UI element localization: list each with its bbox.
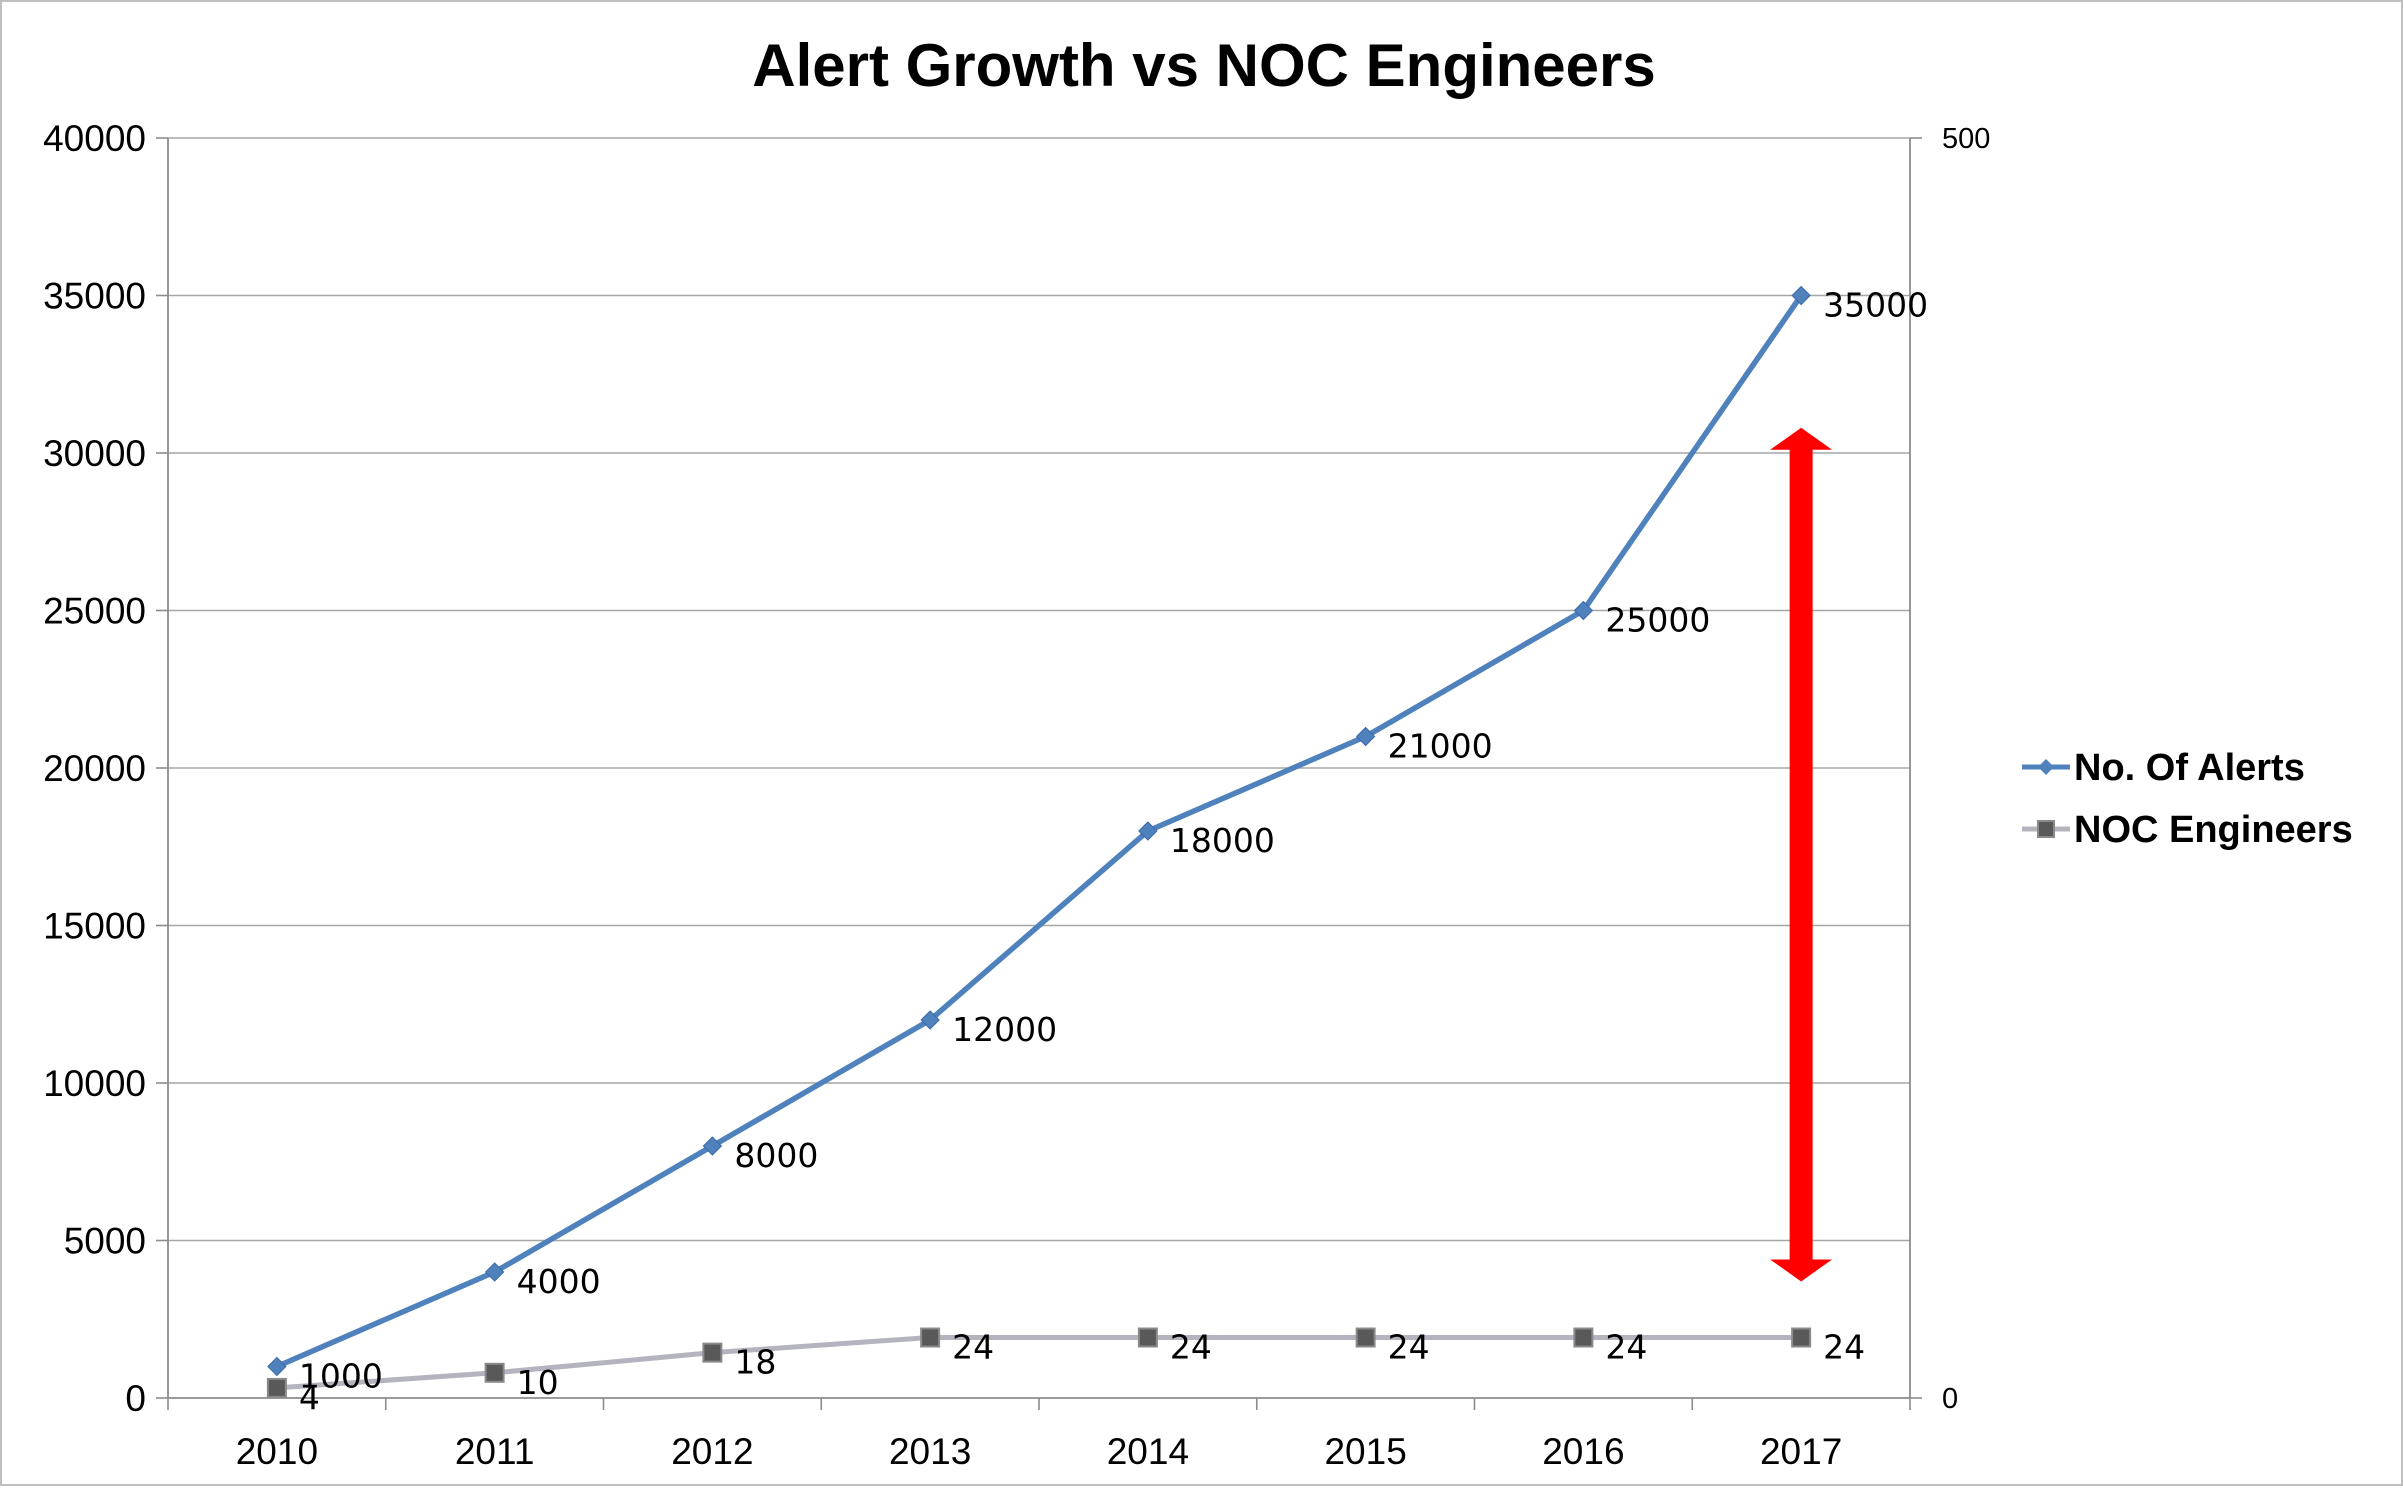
data-label: 25000	[1605, 601, 1710, 640]
data-point	[1137, 1327, 1158, 1348]
data-point	[920, 1010, 940, 1030]
y-left-tick-label: 25000	[43, 591, 146, 632]
data-labels: 1000 4000 8000 12000 18000 21000 25000 35000 4 10…	[299, 286, 1928, 1417]
data-label: 8000	[734, 1136, 818, 1175]
data-point	[702, 1136, 723, 1156]
data-point	[1791, 1327, 1812, 1348]
data-point	[266, 1377, 287, 1398]
data-label: 24	[1388, 1328, 1430, 1367]
y-left-tick-label: 5000	[64, 1221, 146, 1262]
data-label: 10	[517, 1363, 559, 1402]
x-tick-label: 2010	[236, 1431, 318, 1472]
data-point	[1573, 600, 1594, 621]
series-alerts	[267, 285, 1811, 1377]
y-left-tick-label: 20000	[43, 748, 146, 789]
y-right-tick-label: 500	[1942, 123, 1990, 155]
legend-item-alerts[interactable]: No. Of Alerts	[2022, 747, 2305, 789]
data-point	[920, 1327, 941, 1348]
data-point	[1138, 821, 1158, 841]
data-label: 18	[734, 1343, 776, 1382]
series	[266, 285, 1812, 1398]
tick-labels: 0500010000150002000025000300003500040000…	[43, 118, 1990, 1472]
legend-label: NOC Engineers	[2074, 809, 2353, 851]
y-right-tick-label: 0	[1942, 1383, 1958, 1415]
data-label: 35000	[1823, 286, 1928, 325]
legend[interactable]: No. Of Alerts NOC Engineers	[2022, 747, 2353, 851]
x-tick-label: 2011	[455, 1431, 535, 1472]
y-left-tick-label: 30000	[43, 433, 146, 474]
double-arrow	[1770, 427, 1833, 1282]
data-label: 1000	[299, 1357, 383, 1396]
x-tick-label: 2013	[889, 1431, 971, 1472]
series-line	[276, 1335, 1802, 1391]
data-label: 12000	[952, 1010, 1057, 1049]
x-tick-label: 2012	[671, 1431, 753, 1472]
legend-label: No. Of Alerts	[2074, 747, 2305, 789]
chart-title: Alert Growth vs NOC Engineers	[752, 32, 1656, 99]
x-tick-label: 2016	[1542, 1431, 1624, 1472]
axes	[156, 137, 1922, 1410]
series-line	[275, 293, 1804, 1370]
data-label: 4	[299, 1378, 320, 1417]
y-left-tick-label: 35000	[43, 276, 146, 317]
legend-marker	[2038, 759, 2054, 775]
data-label: 24	[1823, 1328, 1865, 1367]
y-left-tick-label: 0	[125, 1378, 146, 1419]
data-point	[484, 1262, 505, 1282]
y-left-tick-label: 40000	[43, 118, 146, 159]
data-point	[267, 1356, 287, 1377]
series-engineers	[266, 1327, 1812, 1398]
data-label: 24	[952, 1328, 994, 1367]
data-label: 4000	[517, 1262, 601, 1301]
legend-marker	[2037, 820, 2055, 838]
data-label: 24	[1170, 1328, 1212, 1367]
data-point	[1355, 726, 1376, 747]
y-left-tick-label: 10000	[43, 1063, 146, 1104]
data-point	[1573, 1327, 1594, 1348]
gridlines	[168, 137, 1910, 1242]
data-label: 24	[1605, 1328, 1647, 1367]
annotation	[1770, 427, 1833, 1282]
data-point	[1355, 1327, 1376, 1348]
x-tick-label: 2015	[1324, 1431, 1406, 1472]
legend-item-engineers[interactable]: NOC Engineers	[2022, 809, 2353, 851]
data-point	[702, 1342, 723, 1363]
x-tick-label: 2017	[1760, 1431, 1842, 1472]
data-point	[484, 1362, 505, 1383]
y-left-tick-label: 15000	[43, 906, 146, 947]
x-tick-label: 2014	[1107, 1431, 1189, 1472]
data-point	[1791, 285, 1811, 306]
data-label: 18000	[1170, 821, 1275, 860]
data-label: 21000	[1388, 727, 1493, 766]
